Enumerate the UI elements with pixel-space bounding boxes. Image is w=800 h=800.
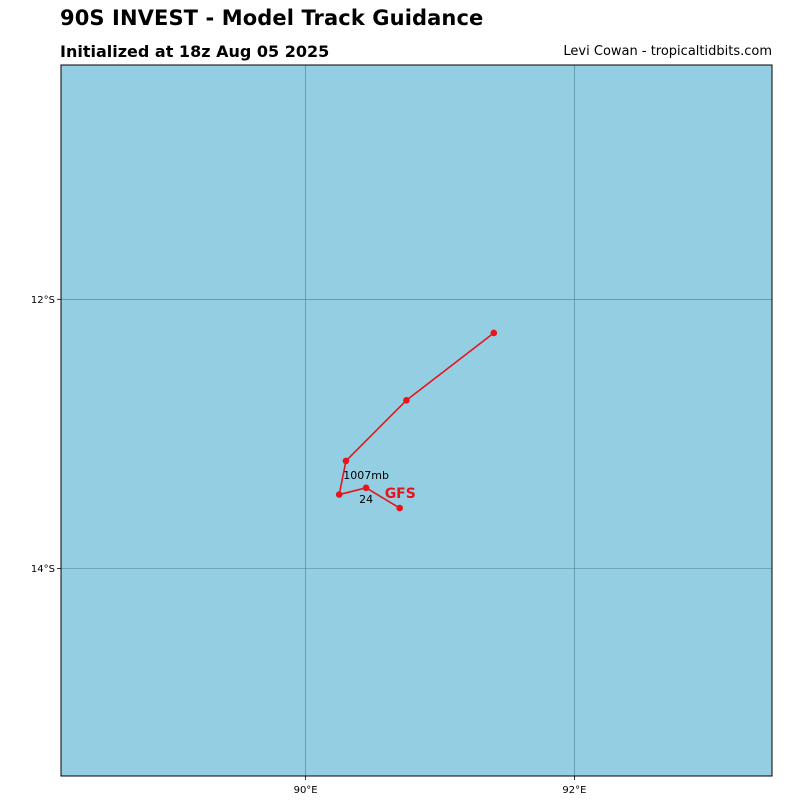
credit-text: Levi Cowan - tropicaltidbits.com (563, 44, 772, 59)
forecast-hour-annotation: 24 (359, 493, 373, 506)
track-line (338, 332, 495, 509)
page-title: 90S INVEST - Model Track Guidance (60, 6, 484, 30)
model-label-gfs: GFS (385, 486, 416, 502)
axis-ticks: 90°E 92°E 12°S 14°S (31, 295, 587, 796)
gfs-track (335, 329, 498, 512)
track-point (335, 491, 343, 498)
lat-tick-label: 12°S (31, 295, 55, 306)
init-time-subtitle: Initialized at 18z Aug 05 2025 (60, 42, 330, 61)
track-point (342, 457, 350, 465)
lon-tick-label: 90°E (294, 785, 318, 796)
track-point (362, 484, 370, 492)
track-point (396, 504, 403, 512)
pressure-annotation: 1007mb (343, 469, 389, 482)
map-frame (60, 64, 773, 777)
lat-lon-grid (61, 65, 772, 776)
lon-tick-label: 92°E (562, 785, 586, 796)
ocean-area (61, 65, 772, 776)
lat-tick-label: 14°S (31, 564, 55, 575)
track-point (490, 329, 498, 337)
track-point (403, 397, 410, 404)
